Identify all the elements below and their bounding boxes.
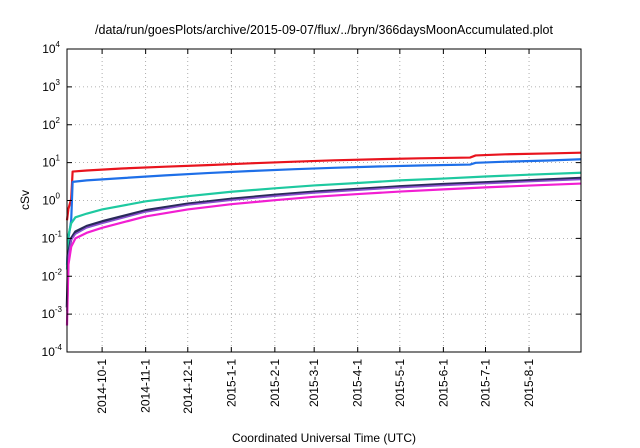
series-line-2	[65, 158, 582, 265]
y-tick-label: 103	[42, 78, 60, 94]
x-tick-label: 2014-12-1	[181, 359, 195, 414]
series-line-1	[65, 151, 582, 221]
x-tick-label: 2015-4-1	[351, 359, 365, 407]
y-axis: 10-4 10-3 10-2 10-1 100 101 102 103 104	[42, 40, 581, 359]
y-tick-label: 10-4	[42, 343, 63, 359]
x-axis: 2014-10-1 2014-11-1 2014-12-1 2015-1-1 2015-…	[95, 49, 536, 414]
y-tick-label: 102	[42, 116, 60, 132]
y-tick-label: 101	[42, 154, 60, 170]
x-axis-label: Coordinated Universal Time (UTC)	[232, 431, 416, 445]
x-tick-label: 2015-7-1	[479, 359, 493, 407]
y-tick-label: 104	[42, 40, 60, 56]
series-line-4	[65, 176, 582, 308]
x-tick-label: 2014-11-1	[139, 359, 153, 413]
grid	[67, 49, 581, 352]
series-line-5	[66, 178, 582, 312]
x-tick-label: 2014-10-1	[95, 359, 109, 414]
y-axis-label: cSv	[18, 190, 32, 210]
x-tick-label: 2015-3-1	[307, 359, 321, 407]
x-tick-label: 2015-6-1	[436, 359, 450, 407]
series-line-3	[65, 171, 582, 270]
series-line-6	[65, 182, 582, 326]
y-tick-label: 10-1	[42, 229, 63, 245]
y-tick-label: 10-3	[42, 305, 63, 321]
x-tick-label: 2015-5-1	[393, 359, 407, 407]
x-tick-label: 2015-8-1	[522, 359, 536, 407]
x-tick-label: 2015-2-1	[268, 359, 282, 407]
x-tick-label: 2015-1-1	[224, 359, 238, 407]
y-tick-label: 10-2	[42, 267, 63, 283]
y-tick-label: 100	[42, 192, 60, 208]
chart-title: /data/run/goesPlots/archive/2015-09-07/f…	[95, 23, 553, 37]
series-layer	[65, 151, 582, 326]
